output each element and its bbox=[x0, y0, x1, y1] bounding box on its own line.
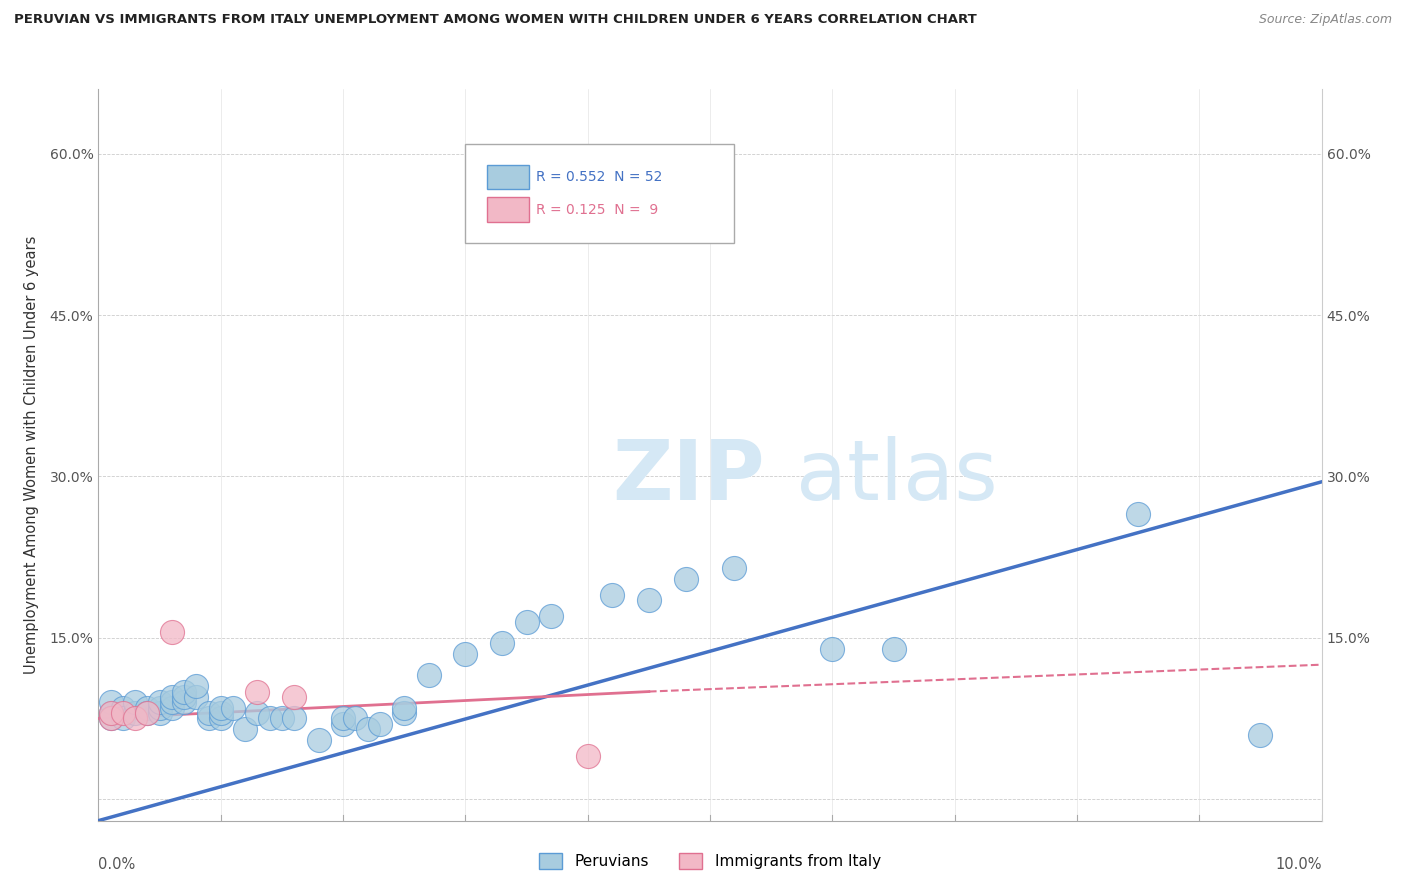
Point bbox=[723, 561, 745, 575]
Point bbox=[270, 711, 292, 725]
Point bbox=[209, 711, 232, 725]
Point bbox=[100, 706, 122, 720]
Point bbox=[246, 684, 269, 698]
Y-axis label: Unemployment Among Women with Children Under 6 years: Unemployment Among Women with Children U… bbox=[24, 235, 38, 674]
Point bbox=[491, 636, 513, 650]
Point bbox=[209, 706, 232, 720]
Point bbox=[332, 716, 354, 731]
Point bbox=[222, 700, 245, 714]
Point bbox=[454, 647, 477, 661]
Point bbox=[368, 716, 391, 731]
Point bbox=[160, 700, 183, 714]
Point bbox=[1128, 507, 1150, 521]
Text: Source: ZipAtlas.com: Source: ZipAtlas.com bbox=[1258, 13, 1392, 27]
Text: 10.0%: 10.0% bbox=[1275, 857, 1322, 872]
Point bbox=[821, 641, 844, 656]
Point bbox=[160, 690, 183, 704]
Point bbox=[356, 723, 378, 737]
Point bbox=[246, 706, 269, 720]
Point bbox=[124, 711, 146, 725]
Point bbox=[100, 695, 122, 709]
Point bbox=[173, 690, 195, 704]
FancyBboxPatch shape bbox=[488, 197, 529, 222]
Point bbox=[173, 695, 195, 709]
Point bbox=[233, 723, 256, 737]
Text: R = 0.552  N = 52: R = 0.552 N = 52 bbox=[536, 170, 662, 184]
Point bbox=[186, 690, 208, 704]
Point bbox=[136, 700, 159, 714]
Point bbox=[111, 706, 134, 720]
Point bbox=[308, 733, 330, 747]
Point bbox=[600, 588, 623, 602]
Point bbox=[283, 690, 305, 704]
Point bbox=[675, 572, 697, 586]
Point bbox=[111, 711, 134, 725]
Point bbox=[344, 711, 367, 725]
Point bbox=[124, 695, 146, 709]
Point bbox=[197, 706, 219, 720]
Point bbox=[209, 700, 232, 714]
Point bbox=[124, 706, 146, 720]
Text: atlas: atlas bbox=[796, 436, 997, 517]
Point bbox=[149, 695, 172, 709]
Point bbox=[1249, 728, 1271, 742]
Point bbox=[418, 668, 440, 682]
Point bbox=[149, 706, 172, 720]
Point bbox=[576, 749, 599, 764]
FancyBboxPatch shape bbox=[465, 144, 734, 243]
Point bbox=[136, 706, 159, 720]
Point bbox=[332, 711, 354, 725]
Point bbox=[540, 609, 562, 624]
Point bbox=[100, 711, 122, 725]
Point bbox=[259, 711, 281, 725]
Text: PERUVIAN VS IMMIGRANTS FROM ITALY UNEMPLOYMENT AMONG WOMEN WITH CHILDREN UNDER 6: PERUVIAN VS IMMIGRANTS FROM ITALY UNEMPL… bbox=[14, 13, 977, 27]
Point bbox=[637, 593, 661, 607]
Point bbox=[283, 711, 305, 725]
Point bbox=[160, 625, 183, 640]
Text: ZIP: ZIP bbox=[612, 436, 765, 517]
Point bbox=[516, 615, 538, 629]
Point bbox=[392, 700, 416, 714]
FancyBboxPatch shape bbox=[488, 164, 529, 189]
Point bbox=[173, 684, 195, 698]
Point bbox=[136, 706, 159, 720]
Point bbox=[186, 679, 208, 693]
Point bbox=[149, 700, 172, 714]
Text: 0.0%: 0.0% bbox=[98, 857, 135, 872]
Point bbox=[160, 695, 183, 709]
Legend: Peruvians, Immigrants from Italy: Peruvians, Immigrants from Italy bbox=[533, 847, 887, 875]
Text: R = 0.125  N =  9: R = 0.125 N = 9 bbox=[536, 202, 658, 217]
Point bbox=[111, 700, 134, 714]
Point bbox=[883, 641, 905, 656]
Point bbox=[100, 711, 122, 725]
Point bbox=[197, 711, 219, 725]
Point bbox=[100, 706, 122, 720]
Point bbox=[392, 706, 416, 720]
